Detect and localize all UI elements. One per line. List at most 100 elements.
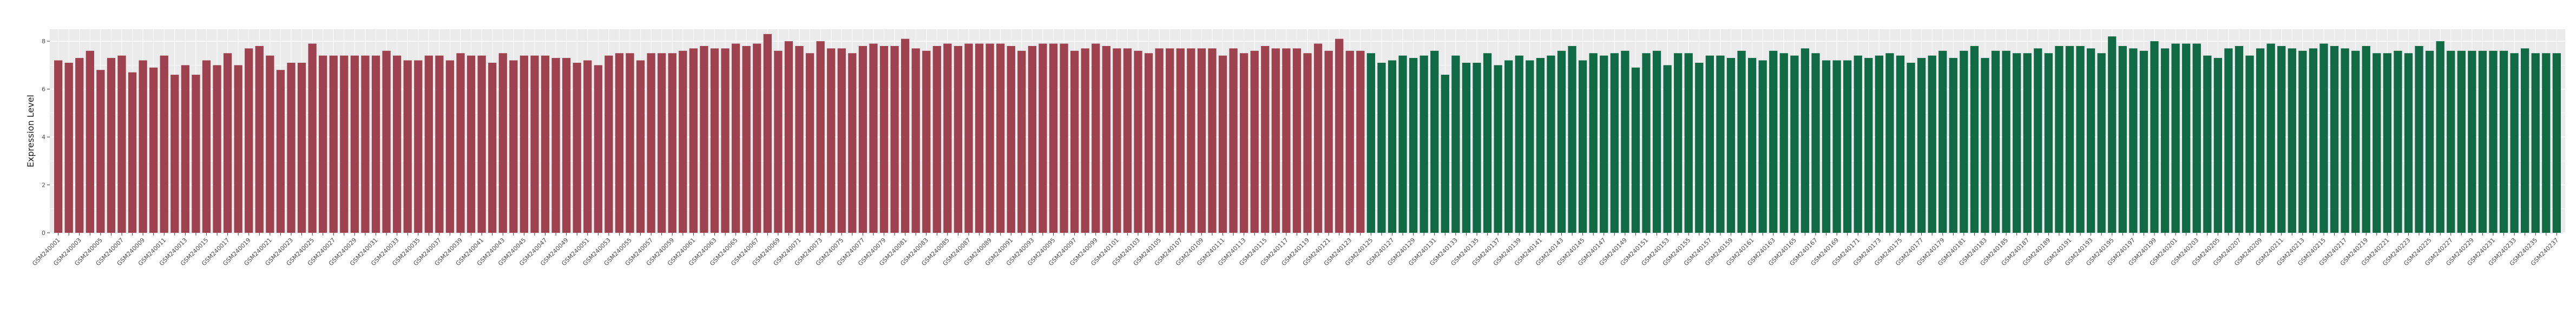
bar [848, 53, 857, 233]
bar [1631, 67, 1640, 233]
bar [1324, 50, 1333, 233]
bar [732, 43, 740, 233]
bar [2383, 53, 2391, 233]
bar [234, 65, 242, 233]
bar [319, 55, 327, 233]
bar [54, 60, 63, 233]
bar [573, 62, 581, 233]
bar [1864, 58, 1873, 233]
bar [2499, 50, 2508, 233]
bar [1335, 38, 1344, 233]
y-axis-title: Expression Level [25, 95, 36, 167]
bar [276, 70, 285, 233]
bar [2330, 45, 2339, 233]
bar [1134, 50, 1142, 233]
bar [2531, 53, 2540, 233]
bar [1187, 48, 1195, 233]
bar [488, 62, 497, 233]
bar [1303, 53, 1312, 233]
bar [943, 43, 952, 233]
bar [626, 53, 634, 233]
bar [1960, 50, 1968, 233]
bar [996, 43, 1005, 233]
bar [1292, 48, 1302, 233]
bar [1907, 62, 1915, 233]
bar [1218, 55, 1227, 233]
bar [1970, 45, 1979, 233]
bar [2394, 50, 2402, 233]
bar [1420, 55, 1428, 233]
bar [1800, 48, 1810, 233]
bar [2362, 45, 2370, 233]
bar [1176, 48, 1185, 233]
bar [1949, 58, 1957, 233]
bar [477, 55, 486, 233]
bar [1102, 45, 1110, 233]
bar [1113, 48, 1121, 233]
bar [2309, 48, 2318, 233]
bar [2489, 50, 2498, 233]
bar [520, 55, 529, 233]
bar [2288, 48, 2296, 233]
bar [615, 53, 624, 233]
bar [2235, 45, 2244, 233]
bar [2277, 45, 2286, 233]
bar [2319, 43, 2328, 233]
bar [2129, 48, 2138, 233]
bar [86, 50, 94, 233]
bar [75, 58, 84, 233]
bar [2160, 48, 2170, 233]
bar [1991, 50, 2000, 233]
x-axis-ticks: GSM240001GSM240003GSM240005GSM240007GSM2… [31, 233, 2560, 267]
bar [985, 43, 994, 233]
bar [2542, 53, 2551, 233]
bar [1885, 53, 1894, 233]
bar [562, 58, 571, 233]
bar [1462, 62, 1471, 233]
bar [149, 67, 158, 233]
bar [350, 55, 359, 233]
bar [1356, 50, 1365, 233]
bar [213, 65, 221, 233]
bar [1208, 48, 1217, 233]
bar [679, 50, 687, 233]
bar [1282, 48, 1291, 233]
bar [1155, 48, 1164, 233]
bar [2341, 48, 2349, 233]
bar [1123, 48, 1132, 233]
bar [2118, 45, 2127, 233]
bar [1483, 53, 1492, 233]
bar [858, 45, 868, 233]
bar [1547, 55, 1555, 233]
bar [2171, 43, 2180, 233]
bar [1494, 65, 1502, 233]
bar [964, 43, 973, 233]
bar [1526, 60, 1534, 233]
bar [2468, 50, 2476, 233]
bar [1610, 53, 1619, 233]
bar [1144, 53, 1153, 233]
bar [2224, 48, 2233, 233]
bar [1928, 55, 1936, 233]
bar [1557, 50, 1566, 233]
bar [2034, 48, 2042, 233]
bar [2552, 53, 2561, 233]
bar [1758, 60, 1767, 233]
bar [2023, 53, 2032, 233]
bar [371, 55, 380, 233]
bar [636, 60, 645, 233]
bar [2150, 41, 2159, 233]
bar [551, 58, 560, 233]
bar [1515, 55, 1523, 233]
bar [805, 53, 814, 233]
bar [1166, 48, 1174, 233]
bar [869, 43, 878, 233]
bar [117, 55, 126, 233]
bar [763, 34, 772, 233]
y-axis-ticks: 0 2 4 6 8 [42, 38, 50, 237]
bar [2203, 55, 2212, 233]
bar [1313, 43, 1323, 233]
bar [414, 60, 423, 233]
bar [1049, 43, 1058, 233]
